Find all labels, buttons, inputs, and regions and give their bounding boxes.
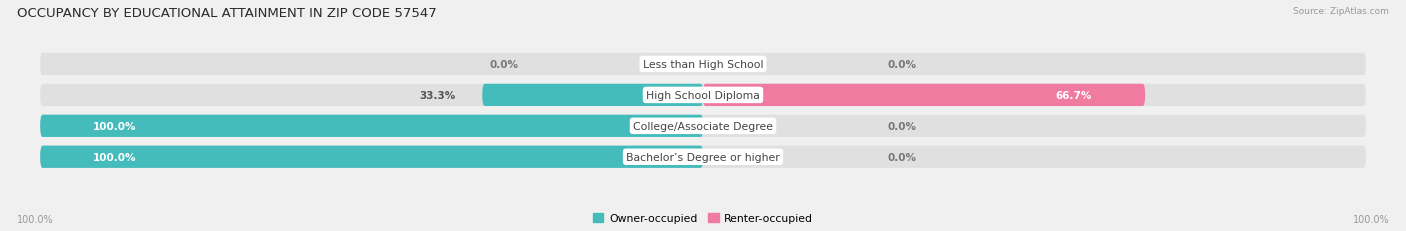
Text: High School Diploma: High School Diploma <box>647 91 759 100</box>
Text: Bachelor’s Degree or higher: Bachelor’s Degree or higher <box>626 152 780 162</box>
Text: Source: ZipAtlas.com: Source: ZipAtlas.com <box>1294 7 1389 16</box>
Text: College/Associate Degree: College/Associate Degree <box>633 121 773 131</box>
Text: 33.3%: 33.3% <box>419 91 456 100</box>
FancyBboxPatch shape <box>41 115 703 137</box>
Text: 0.0%: 0.0% <box>887 152 917 162</box>
FancyBboxPatch shape <box>41 146 1365 168</box>
FancyBboxPatch shape <box>482 84 703 106</box>
Text: 66.7%: 66.7% <box>1056 91 1092 100</box>
Text: OCCUPANCY BY EDUCATIONAL ATTAINMENT IN ZIP CODE 57547: OCCUPANCY BY EDUCATIONAL ATTAINMENT IN Z… <box>17 7 437 20</box>
Text: 100.0%: 100.0% <box>93 152 136 162</box>
FancyBboxPatch shape <box>41 115 1365 137</box>
FancyBboxPatch shape <box>41 84 1365 106</box>
FancyBboxPatch shape <box>41 146 703 168</box>
FancyBboxPatch shape <box>41 54 1365 76</box>
Text: 0.0%: 0.0% <box>887 121 917 131</box>
Text: 0.0%: 0.0% <box>887 60 917 70</box>
Text: 100.0%: 100.0% <box>17 214 53 224</box>
Text: 100.0%: 100.0% <box>1353 214 1389 224</box>
Legend: Owner-occupied, Renter-occupied: Owner-occupied, Renter-occupied <box>588 209 818 228</box>
Text: Less than High School: Less than High School <box>643 60 763 70</box>
Text: 100.0%: 100.0% <box>93 121 136 131</box>
FancyBboxPatch shape <box>703 84 1144 106</box>
Text: 0.0%: 0.0% <box>489 60 519 70</box>
